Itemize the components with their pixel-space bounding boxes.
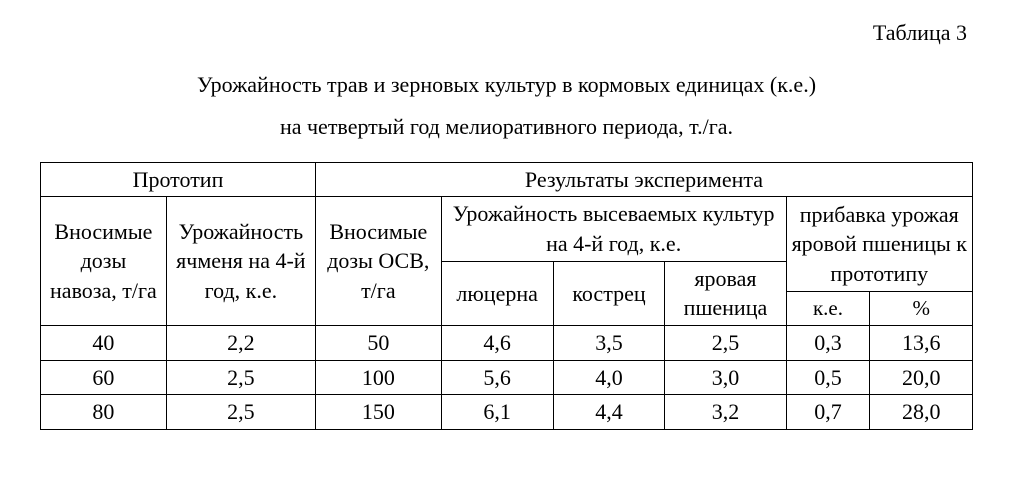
table-body: 40 2,2 50 4,6 3,5 2,5 0,3 13,6 60 2,5 10…	[41, 326, 973, 430]
cell-barley: 2,5	[166, 395, 315, 430]
table-row: 80 2,5 150 6,1 4,4 3,2 0,7 28,0	[41, 395, 973, 430]
cell-gain-pct: 20,0	[870, 360, 973, 395]
table-row: 40 2,2 50 4,6 3,5 2,5 0,3 13,6	[41, 326, 973, 361]
cell-brome: 4,0	[553, 360, 665, 395]
hdr-gain-ke: к.е.	[786, 291, 870, 325]
cell-wheat: 3,2	[665, 395, 786, 430]
cell-lucerne: 4,6	[441, 326, 553, 361]
cell-lucerne: 6,1	[441, 395, 553, 430]
hdr-wheat-gain: прибавка урожая яровой пшеницы к прототи…	[786, 197, 972, 292]
cell-gain-pct: 28,0	[870, 395, 973, 430]
cell-osv: 150	[315, 395, 441, 430]
cell-brome: 4,4	[553, 395, 665, 430]
cell-gain-pct: 13,6	[870, 326, 973, 361]
hdr-gain-pct: %	[870, 291, 973, 325]
cell-gain-ke: 0,5	[786, 360, 870, 395]
caption-line-1: Урожайность трав и зерновых культур в ко…	[197, 72, 816, 97]
cell-manure: 80	[41, 395, 167, 430]
cell-gain-ke: 0,7	[786, 395, 870, 430]
hdr-crop-yield: Урожайность высеваемых культур на 4-й го…	[441, 197, 786, 261]
cell-barley: 2,2	[166, 326, 315, 361]
cell-gain-ke: 0,3	[786, 326, 870, 361]
cell-manure: 40	[41, 326, 167, 361]
cell-manure: 60	[41, 360, 167, 395]
cell-lucerne: 5,6	[441, 360, 553, 395]
table-caption: Урожайность трав и зерновых культур в ко…	[40, 64, 973, 148]
header-row-1: Прототип Результаты эксперимента	[41, 162, 973, 197]
yield-table: Прототип Результаты эксперимента Вносимы…	[40, 162, 973, 431]
table-row: 60 2,5 100 5,6 4,0 3,0 0,5 20,0	[41, 360, 973, 395]
cell-wheat: 2,5	[665, 326, 786, 361]
hdr-osv-dose: Вносимые дозы ОСВ, т/га	[315, 197, 441, 326]
hdr-manure-dose: Вносимые дозы навоза, т/га	[41, 197, 167, 326]
header-row-2: Вносимые дозы навоза, т/га Урожайность я…	[41, 197, 973, 261]
hdr-results: Результаты эксперимента	[315, 162, 972, 197]
table-number-label: Таблица 3	[40, 20, 973, 46]
hdr-barley-yield: Урожайность ячменя на 4-й год, к.е.	[166, 197, 315, 326]
cell-osv: 50	[315, 326, 441, 361]
cell-osv: 100	[315, 360, 441, 395]
hdr-lucerne: люцерна	[441, 261, 553, 325]
hdr-prototype: Прототип	[41, 162, 316, 197]
cell-brome: 3,5	[553, 326, 665, 361]
cell-barley: 2,5	[166, 360, 315, 395]
cell-wheat: 3,0	[665, 360, 786, 395]
hdr-spring-wheat: яровая пшеница	[665, 261, 786, 325]
hdr-brome: кострец	[553, 261, 665, 325]
caption-line-2: на четвертый год мелиоративного периода,…	[280, 114, 733, 139]
